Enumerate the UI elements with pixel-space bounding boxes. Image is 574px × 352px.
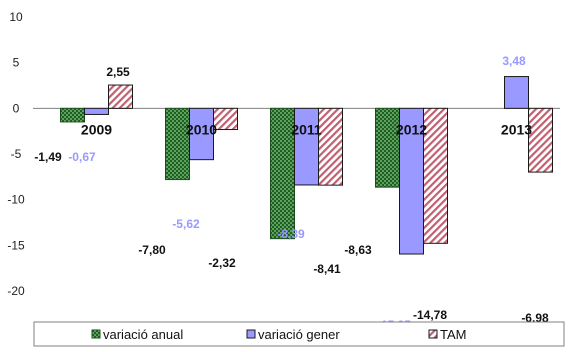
data-label-tam-2011: -8,41 — [313, 262, 341, 276]
data-label-variacio-anual-2009: -1,49 — [34, 150, 62, 164]
data-label-tam-2012: -14,78 — [413, 308, 447, 322]
data-label-tam-2009: 2,55 — [106, 65, 130, 79]
data-label-variacio-gener-2011: -8,39 — [277, 227, 305, 241]
data-label-variacio-gener-2013: 3,48 — [502, 54, 526, 68]
data-label-variacio-gener-2009: -0,67 — [68, 150, 96, 164]
legend-box — [33, 321, 565, 347]
legend-label-tam: TAM — [440, 327, 466, 342]
x-tick-label-2011: 2011 — [291, 121, 322, 137]
bar-variacio-gener-2013 — [504, 76, 529, 109]
y-tick-label: 10 — [9, 10, 23, 24]
bar-variacio-gener-2011 — [294, 107, 319, 186]
legend-label-variacio-anual: variació anual — [103, 327, 183, 342]
bars-layer — [60, 76, 553, 255]
legend-swatch-variacio-gener — [246, 329, 256, 339]
y-tick-label: -10 — [7, 193, 25, 207]
bar-variacio-anual-2009 — [60, 107, 85, 123]
legend-label-variacio-gener: variació gener — [258, 327, 340, 342]
x-tick-label-2012: 2012 — [396, 121, 427, 137]
data-label-tam-2010: -2,32 — [208, 256, 236, 270]
x-tick-label-2009: 2009 — [81, 121, 112, 137]
bar-variacio-gener-2009 — [84, 107, 109, 115]
legend-swatch-tam — [428, 329, 438, 339]
bar-variacio-anual-2010 — [165, 107, 190, 181]
bar-variacio-anual-2012 — [375, 107, 400, 188]
bar-tam-2010 — [213, 107, 238, 131]
legend: variació anual variació gener TAM — [33, 321, 565, 347]
bar-variacio-gener-2012 — [399, 107, 424, 255]
legend-swatch-variacio-anual — [91, 329, 101, 339]
bar-variacio-gener-2010 — [189, 107, 214, 161]
y-tick-label: 0 — [13, 101, 20, 115]
x-tick-label-2010: 2010 — [186, 121, 217, 137]
data-label-variacio-gener-2010: -5,62 — [172, 217, 200, 231]
y-tick-label: 5 — [13, 56, 20, 70]
bar-tam-2013 — [528, 107, 553, 173]
x-tick-label-2013: 2013 — [501, 121, 532, 137]
y-tick-label: -20 — [7, 284, 25, 298]
data-label-variacio-anual-2012: -8,63 — [344, 243, 372, 257]
bar-tam-2012 — [423, 107, 448, 244]
bar-tam-2011 — [318, 107, 343, 186]
data-label-variacio-anual-2010: -7,80 — [138, 243, 166, 257]
category-labels-layer: 2009 2010 2011 2012 2013 — [81, 121, 532, 137]
y-tick-label: -5 — [11, 147, 22, 161]
bar-tam-2009 — [108, 84, 133, 109]
y-tick-label: -15 — [7, 238, 25, 252]
